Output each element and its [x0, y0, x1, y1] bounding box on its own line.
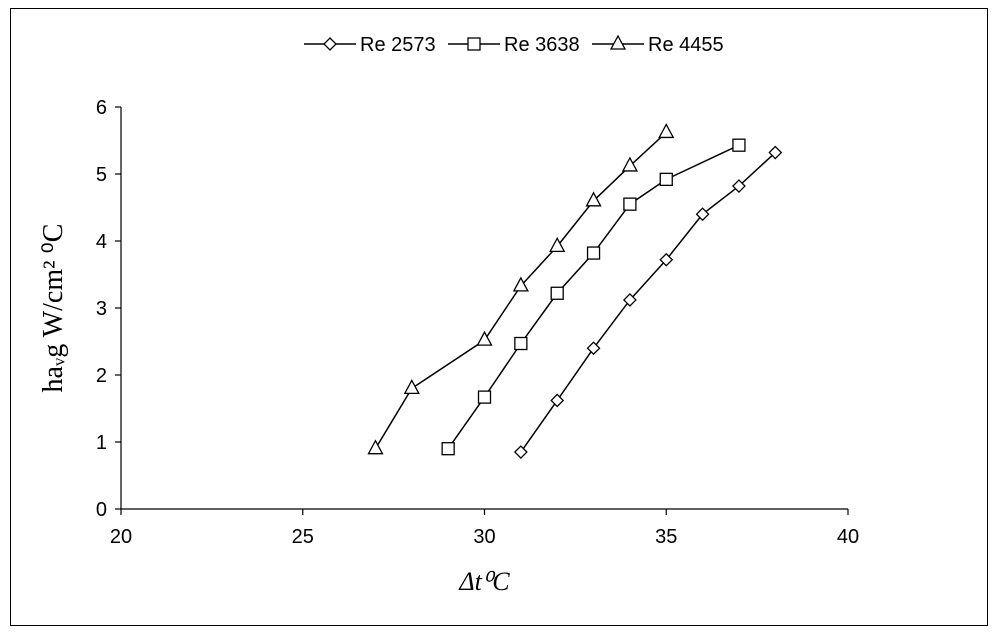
data-point — [732, 179, 746, 193]
y-axis-label: haᵥg W/cm² ⁰C — [38, 224, 69, 393]
data-point — [367, 439, 384, 455]
data-point — [586, 341, 601, 356]
data-point — [476, 330, 493, 346]
triangle-marker-icon — [609, 34, 627, 50]
chart-frame — [10, 8, 988, 626]
data-point — [659, 252, 674, 267]
series-layer — [367, 123, 783, 459]
series-3 — [367, 123, 675, 455]
series-1 — [513, 145, 783, 459]
diamond-marker-icon — [323, 37, 337, 51]
data-point — [732, 138, 746, 152]
y-tick-label: 3 — [96, 298, 107, 320]
x-tick-label: 25 — [292, 526, 314, 548]
legend-label: Re 2573 — [360, 34, 436, 56]
y-tick-label: 4 — [96, 231, 107, 253]
y-tick-label: 5 — [96, 164, 107, 186]
data-point — [512, 276, 529, 292]
series-line — [374, 131, 667, 450]
data-point — [549, 236, 566, 253]
x-tick-label: 35 — [655, 526, 677, 548]
data-point — [768, 145, 783, 160]
data-point — [658, 123, 675, 139]
x-tick-label: 20 — [110, 526, 132, 548]
data-point — [513, 445, 528, 459]
data-point — [586, 246, 601, 260]
data-point — [550, 286, 564, 300]
square-marker-icon — [467, 37, 481, 51]
x-axis-label: Δt⁰C — [458, 567, 510, 596]
data-point — [514, 336, 528, 351]
legend-entry: Re 2573 — [304, 34, 436, 56]
data-point — [622, 293, 637, 307]
data-point — [659, 172, 673, 187]
legend: Re 2573 Re 3638 Re 4455 — [304, 34, 724, 56]
series-line — [520, 152, 776, 453]
data-point — [403, 379, 420, 395]
x-tick-label: 40 — [837, 526, 859, 548]
data-point — [585, 191, 602, 207]
data-point — [477, 390, 492, 404]
y-tick-label: 0 — [96, 499, 107, 521]
legend-entry: Re 4455 — [592, 34, 724, 56]
data-point — [695, 207, 710, 222]
legend-label: Re 4455 — [648, 34, 724, 56]
legend-label: Re 3638 — [504, 34, 580, 56]
data-point — [441, 442, 455, 456]
legend-entry: Re 3638 — [448, 34, 580, 56]
y-tick-label: 6 — [96, 97, 107, 119]
data-point — [550, 393, 565, 408]
series-line — [447, 144, 740, 450]
y-tick-label: 1 — [96, 432, 107, 454]
data-point — [623, 197, 637, 211]
x-tick-label: 30 — [473, 526, 495, 548]
y-tick-label: 2 — [96, 365, 107, 387]
series-2 — [441, 138, 746, 456]
data-point — [621, 156, 638, 172]
axes — [120, 107, 848, 510]
y-ticks: 0 1 2 3 4 5 6 — [96, 97, 121, 521]
x-ticks: 20 25 30 35 40 — [110, 509, 859, 548]
